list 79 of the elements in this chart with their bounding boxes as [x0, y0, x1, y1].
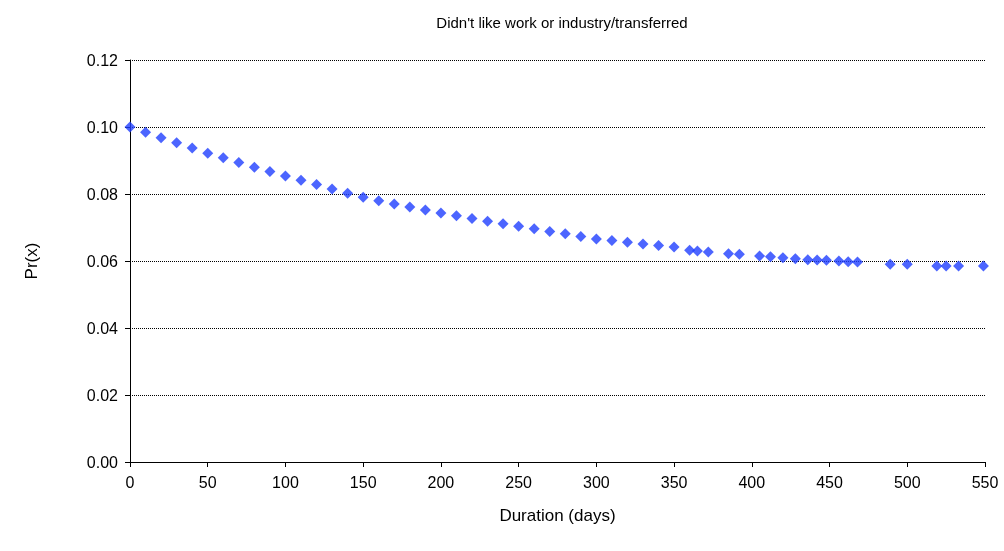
point: [621, 236, 633, 248]
x-tick-label: 0: [125, 473, 135, 491]
x-tick-label: 450: [816, 473, 843, 491]
point: [388, 198, 400, 210]
point: [777, 252, 789, 264]
point: [833, 255, 845, 267]
point: [764, 251, 776, 263]
point: [217, 152, 229, 164]
point: [373, 195, 385, 207]
point: [279, 170, 291, 182]
x-tick-label: 100: [272, 473, 299, 491]
y-tick-label: 0.00: [86, 453, 119, 471]
point: [820, 254, 832, 266]
point: [754, 250, 766, 262]
point: [202, 147, 214, 159]
x-tick-label: 150: [349, 473, 377, 491]
point: [419, 204, 431, 216]
point: [684, 244, 696, 256]
x-tick-label: 250: [505, 473, 533, 491]
chart-title: Didn't like work or industry/transferred: [436, 14, 688, 31]
point: [884, 258, 896, 270]
point: [404, 201, 416, 213]
point: [575, 231, 587, 243]
point: [653, 240, 665, 252]
point: [140, 126, 152, 138]
point: [842, 256, 854, 268]
point: [186, 142, 198, 154]
point: [544, 226, 556, 238]
point: [482, 215, 494, 227]
point: [513, 220, 525, 232]
point: [295, 174, 307, 186]
point: [248, 161, 260, 173]
y-tick-label: 0.12: [86, 51, 119, 69]
point: [155, 132, 167, 144]
point: [590, 233, 602, 245]
x-tick-label: 200: [427, 473, 455, 491]
point: [802, 254, 814, 266]
x-tick-label: 350: [660, 473, 688, 491]
y-tick-label: 0.04: [86, 319, 119, 337]
point: [559, 228, 571, 240]
point: [953, 260, 965, 272]
y-tick-label: 0.10: [86, 118, 119, 136]
point: [466, 212, 478, 224]
point: [637, 238, 649, 250]
point: [977, 260, 989, 272]
point: [931, 260, 943, 272]
point: [435, 207, 447, 219]
point: [450, 210, 462, 222]
point: [264, 166, 276, 178]
x-tick-label: 550: [971, 473, 999, 491]
x-tick-label: 400: [738, 473, 766, 491]
x-tick-label: 50: [198, 473, 217, 491]
point: [342, 187, 354, 199]
y-tick-label: 0.08: [86, 185, 119, 203]
point: [326, 183, 338, 195]
point: [852, 256, 864, 268]
point: [811, 254, 823, 266]
y-tick-label: 0.06: [86, 252, 119, 270]
point: [940, 260, 952, 272]
point: [901, 258, 913, 270]
point: [723, 248, 734, 260]
point: [668, 241, 680, 253]
point: [311, 179, 323, 191]
y-axis-title: Pr(x): [22, 242, 41, 280]
point: [497, 218, 509, 230]
point: [528, 223, 540, 235]
x-axis-title: Duration (days): [499, 506, 616, 525]
y-tick-label: 0.02: [86, 386, 119, 404]
x-tick-label: 300: [583, 473, 610, 491]
x-tick-label: 500: [893, 473, 921, 491]
point: [733, 248, 745, 260]
point: [702, 246, 714, 258]
point: [606, 235, 618, 247]
point: [357, 191, 369, 203]
point: [789, 253, 801, 265]
point: [171, 137, 183, 149]
point: [233, 157, 245, 169]
point: [691, 245, 703, 257]
point: [124, 121, 136, 133]
